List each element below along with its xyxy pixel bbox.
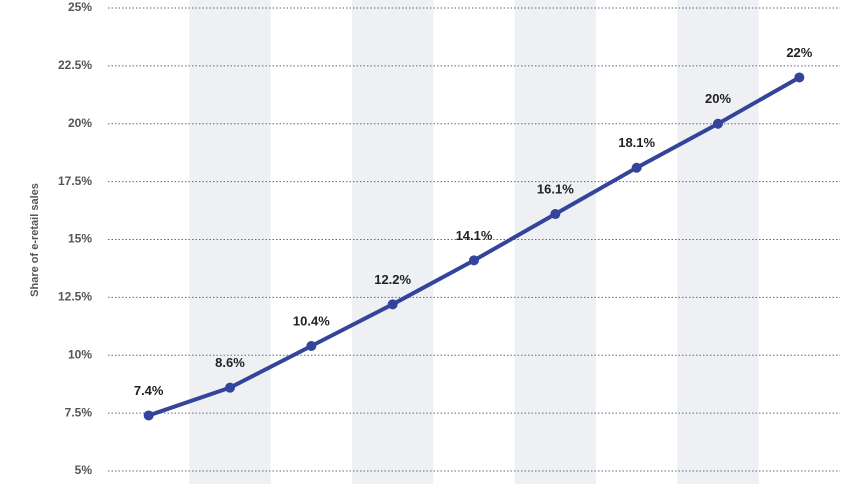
point	[143, 410, 154, 421]
y-tick-label: 15%	[68, 232, 92, 246]
background-bands	[189, 0, 759, 484]
point	[713, 118, 723, 129]
point	[794, 72, 805, 83]
point	[550, 209, 561, 220]
point	[469, 255, 479, 266]
value-label: 7.4%	[134, 383, 164, 398]
y-tick-label: 12.5%	[58, 290, 92, 304]
value-label: 22%	[786, 45, 812, 60]
point	[306, 340, 317, 351]
y-tick-label: 10%	[68, 347, 92, 361]
value-label: 14.1%	[456, 228, 493, 243]
y-tick-label: 17.5%	[58, 174, 92, 188]
point	[225, 382, 235, 393]
band	[677, 0, 759, 484]
y-tick-label: 25%	[68, 0, 92, 14]
y-tick-label: 22.5%	[58, 58, 92, 72]
band	[189, 0, 271, 484]
y-tick-label: 7.5%	[65, 405, 93, 419]
y-tick-label: 5%	[75, 463, 93, 477]
value-label: 20%	[705, 91, 731, 106]
band	[352, 0, 434, 484]
band	[514, 0, 596, 484]
value-label: 16.1%	[537, 181, 574, 196]
point	[387, 299, 398, 310]
value-label: 12.2%	[374, 272, 411, 287]
y-axis-label: Share of e-retail sales	[29, 183, 41, 297]
y-tick-label: 20%	[68, 116, 92, 130]
value-label: 8.6%	[215, 355, 245, 370]
value-label: 18.1%	[618, 135, 655, 150]
value-label: 10.4%	[293, 313, 330, 328]
point	[631, 162, 642, 173]
